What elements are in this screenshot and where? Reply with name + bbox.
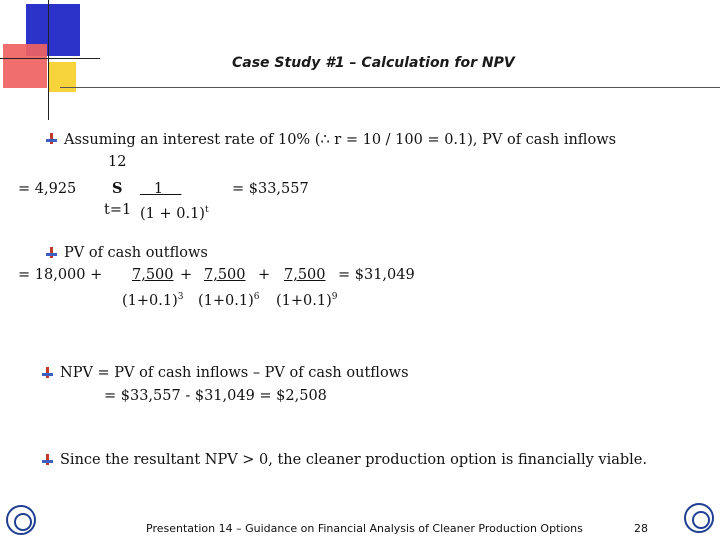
- outflow-den-1-base: (1+0.1): [122, 292, 178, 309]
- outflow-equation-lead: = 18,000 +: [18, 267, 103, 283]
- inflow-result: = $33,557: [232, 181, 309, 197]
- inflow-numerator: 1: [140, 180, 182, 198]
- unep-globe-icon: [692, 511, 710, 529]
- inflow-denominator-base: (1 + 0.1): [140, 205, 205, 222]
- deco-horizontal-line: [0, 58, 100, 59]
- unido-logo: [6, 505, 36, 535]
- bullet-icon: [46, 247, 57, 258]
- inflow-denominator: (1 + 0.1)t: [140, 201, 209, 223]
- outflow-plus-2: +: [258, 267, 271, 283]
- inflow-equation-lead: = 4,925: [18, 181, 77, 197]
- inflow-denominator-exp: t: [204, 205, 209, 215]
- sum-lower-limit: t=1: [104, 202, 132, 218]
- bullet-icon: [42, 454, 53, 465]
- conclusion-text: Since the resultant NPV > 0, the cleaner…: [60, 452, 648, 468]
- npv-definition: NPV = PV of cash inflows – PV of cash ou…: [60, 365, 409, 381]
- bullet-icon: [46, 133, 57, 144]
- outflow-den-2-exp: 6: [253, 292, 260, 302]
- title-rule: [60, 87, 720, 88]
- outflow-den-3-exp: 9: [331, 292, 338, 302]
- outflow-term-1: 7,500: [132, 267, 174, 283]
- page-number: 28: [634, 522, 648, 535]
- outflow-term-2: 7,500: [204, 267, 246, 283]
- bullet-icon: [42, 367, 53, 378]
- sigma-symbol: S: [112, 180, 123, 197]
- npv-calculation: = $33,557 - $31,049 = $2,508: [104, 388, 327, 404]
- outflow-term-3: 7,500: [284, 267, 326, 283]
- outflow-den-1-exp: 3: [177, 292, 184, 302]
- outflow-plus-1: +: [180, 267, 193, 283]
- outflow-denominator-3: (1+0.1)9: [276, 288, 337, 310]
- sum-upper-limit: 12: [108, 154, 127, 170]
- unep-logo: [684, 503, 714, 533]
- outflow-intro-text: PV of cash outflows: [64, 245, 208, 261]
- unido-globe-icon: [14, 513, 32, 531]
- footer-text: Presentation 14 – Guidance on Financial …: [146, 522, 583, 535]
- inflow-numerator-value: 1: [153, 181, 164, 197]
- deco-vertical-line: [48, 0, 49, 120]
- outflow-result: = $31,049: [338, 267, 415, 283]
- outflow-den-2-base: (1+0.1): [198, 292, 254, 309]
- outflow-den-3-base: (1+0.1): [276, 292, 332, 309]
- deco-red-square: [3, 44, 47, 88]
- outflow-denominator-2: (1+0.1)6: [198, 288, 259, 310]
- outflow-denominator-1: (1+0.1)3: [122, 288, 183, 310]
- slide-title: Case Study #1 – Calculation for NPV: [232, 55, 515, 71]
- inflow-intro-text: Assuming an interest rate of 10% (∴ r = …: [64, 132, 617, 148]
